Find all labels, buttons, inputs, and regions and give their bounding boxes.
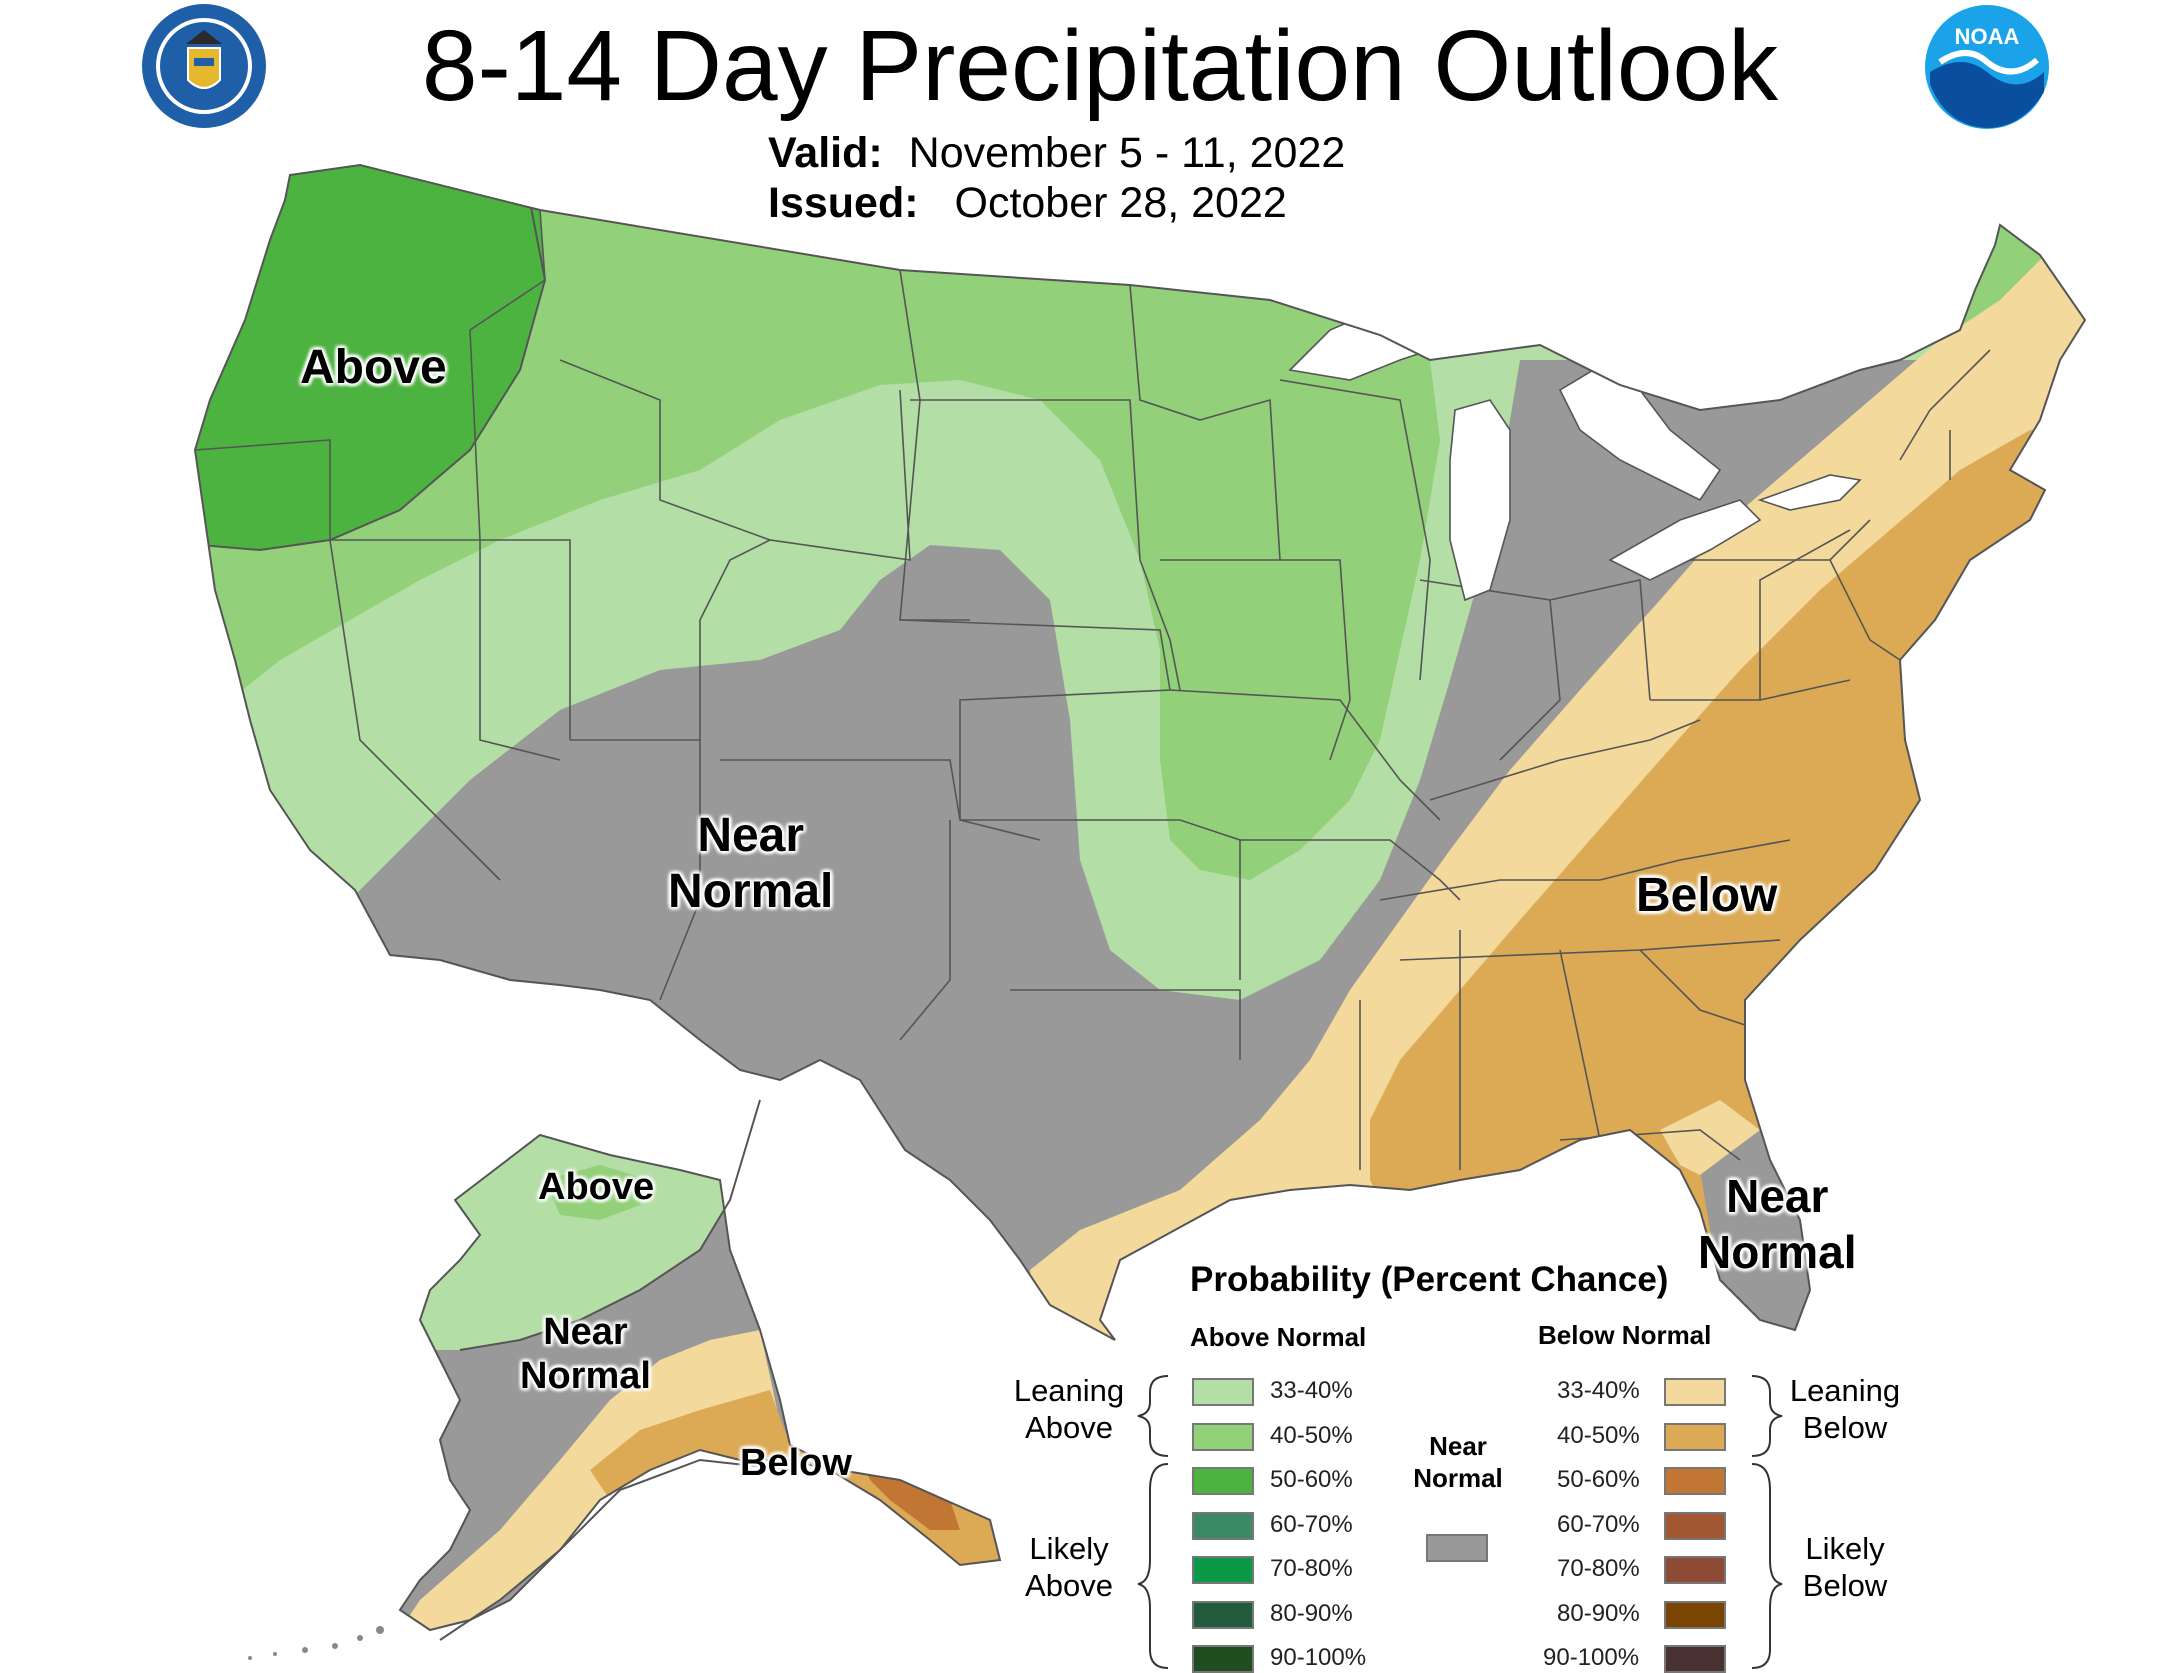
near-head-line1: Near (1429, 1431, 1487, 1461)
department-of-commerce-seal (142, 4, 266, 128)
below-range-label: 33-40% (1557, 1377, 1640, 1404)
brace-leaning-above (1137, 1375, 1169, 1457)
above-range-label: 70-80% (1270, 1555, 1353, 1582)
leaning-above-line1: Leaning (1013, 1373, 1125, 1408)
alaska-outline (398, 1133, 1002, 1632)
alaska-near-line1: Near (543, 1311, 628, 1353)
conus-near-line1: Near (697, 809, 805, 862)
leaning-above-line2: Above (1025, 1410, 1113, 1445)
leaning-below-line1: Leaning (1789, 1373, 1901, 1408)
alaska-below-40-50-zone (590, 1390, 1000, 1565)
leaning-below-label: Leaning Below (1780, 1372, 1910, 1446)
likely-below-line1: Likely (1805, 1531, 1885, 1566)
below-range-label: 80-90% (1557, 1599, 1640, 1627)
valid-line: Valid: November 5 - 11, 2022 (768, 128, 1345, 178)
alaska-near-line2: Normal (520, 1355, 651, 1397)
florida-near-line1: Near (1726, 1170, 1829, 1222)
below-range-label: 40-50% (1557, 1421, 1640, 1449)
florida-near-normal-label: Near Normal (1698, 1168, 1856, 1280)
alaska-above-label: Above (538, 1166, 655, 1208)
legend-title: Probability (Percent Chance) (1190, 1260, 1669, 1299)
above-swatch-50-60pct (1192, 1467, 1254, 1495)
likely-above-line2: Above (1025, 1568, 1113, 1603)
brace-likely-below (1751, 1463, 1783, 1669)
near-head-line2: Normal (1413, 1463, 1503, 1493)
below-range-label: 70-80% (1557, 1555, 1640, 1582)
leaning-below-line2: Below (1802, 1410, 1888, 1445)
below-swatch-33-40pct (1664, 1378, 1726, 1406)
valid-value: November 5 - 11, 2022 (908, 129, 1346, 177)
below-range-label: 50-60% (1557, 1466, 1640, 1493)
noaa-logo-text: NOAA (1955, 24, 2020, 49)
issued-line: Issued: October 28, 2022 (768, 178, 1287, 228)
legend-below-header: Below Normal (1538, 1320, 1712, 1350)
below-swatch-60-70pct (1664, 1511, 1726, 1540)
leaning-above-label: Leaning Above (1004, 1372, 1134, 1446)
brace-likely-above (1137, 1463, 1169, 1669)
conus-below-label: Below (1636, 869, 1778, 922)
conus-near-normal-label: Near Normal (668, 808, 833, 920)
alaska-above-40-50-zone (545, 1165, 650, 1220)
issued-value: October 28, 2022 (954, 179, 1287, 227)
above-swatch-70-80pct (1192, 1556, 1254, 1584)
valid-label: Valid: (768, 129, 883, 177)
above-range-label: 40-50% (1270, 1421, 1353, 1449)
near-normal-legend-header: Near Normal (1388, 1430, 1528, 1494)
brace-leaning-below (1751, 1375, 1783, 1457)
alaska-outline-contours (439, 1099, 791, 1641)
conus-outline (193, 163, 2087, 1341)
state-borders (195, 209, 1991, 1170)
above-range-label: 80-90% (1270, 1599, 1353, 1627)
likely-above-label: Likely Above (1004, 1530, 1134, 1604)
below-swatch-90-100pct (1664, 1645, 1726, 1673)
conus-above-label: Above (300, 341, 447, 394)
legend-above-header: Above Normal (1190, 1322, 1367, 1352)
near-normal-swatch (1426, 1534, 1488, 1562)
page-title: 8-14 Day Precipitation Outlook (421, 10, 1779, 122)
above-swatch-60-70pct (1192, 1511, 1254, 1540)
above-range-label: 33-40% (1270, 1377, 1353, 1404)
alaska-below-label: Below (740, 1442, 852, 1484)
noaa-logo: NOAA (1925, 5, 2049, 129)
alaska-near-normal-label: Near Normal (520, 1310, 651, 1398)
category-contours (199, 165, 547, 552)
above-swatch-90-100pct (1192, 1645, 1254, 1673)
below-swatch-50-60pct (1664, 1467, 1726, 1495)
below-range-label: 60-70% (1557, 1510, 1640, 1538)
above-range-label: 60-70% (1270, 1510, 1353, 1538)
issued-label: Issued: (768, 179, 919, 227)
likely-below-line2: Below (1802, 1568, 1888, 1603)
aleutian-islands (248, 1626, 384, 1660)
above-swatch-33-40pct (1192, 1378, 1254, 1406)
alaska-below-33-40-zone (400, 1330, 790, 1630)
below-range-label: 90-100% (1543, 1644, 1640, 1671)
above-range-label: 50-60% (1270, 1466, 1353, 1493)
florida-near-line2: Normal (1698, 1226, 1857, 1278)
below-swatch-80-90pct (1664, 1600, 1726, 1629)
below-swatch-40-50pct (1664, 1422, 1726, 1451)
above-range-label: 90-100% (1270, 1644, 1367, 1671)
below-swatch-70-80pct (1664, 1556, 1726, 1584)
likely-below-label: Likely Below (1780, 1530, 1910, 1604)
likely-above-line1: Likely (1029, 1531, 1109, 1566)
above-swatch-80-90pct (1192, 1600, 1254, 1629)
conus-near-line2: Normal (668, 865, 834, 918)
above-swatch-40-50pct (1192, 1422, 1254, 1451)
